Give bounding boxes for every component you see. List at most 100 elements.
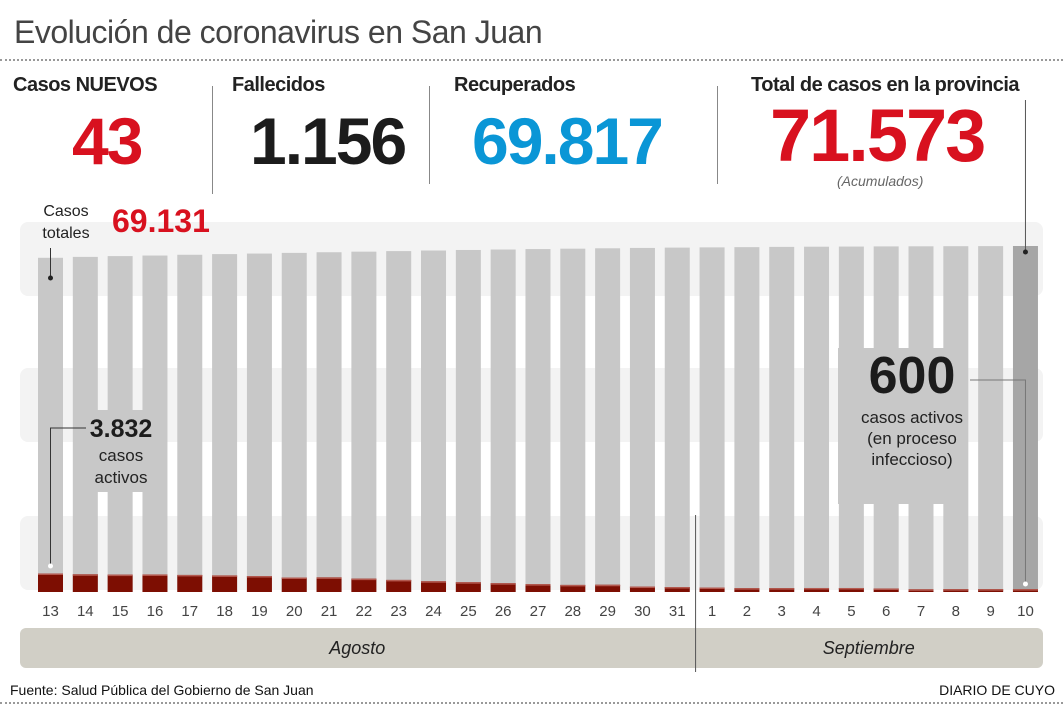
- active-bar-edge: [490, 583, 516, 585]
- total-bar: [455, 249, 481, 592]
- x-tick-label: 5: [847, 603, 855, 620]
- active-first-text: casos: [99, 446, 143, 465]
- active-bar: [246, 576, 272, 592]
- x-tick-label: 17: [181, 603, 198, 620]
- active-last-text: casos activos: [861, 408, 963, 427]
- active-bar-edge: [943, 589, 969, 591]
- total-bar: [525, 249, 551, 592]
- active-bar-edge: [386, 579, 412, 582]
- active-bar-edge: [525, 584, 551, 586]
- leader-dot: [1022, 249, 1028, 255]
- active-bar-edge: [699, 587, 725, 590]
- active-bar: [490, 583, 516, 592]
- deaths-value: 1.156: [250, 104, 407, 178]
- active-bar-edge: [455, 582, 481, 584]
- x-tick-label: 15: [112, 603, 129, 620]
- x-tick-label: 29: [599, 603, 616, 620]
- divider: [717, 86, 718, 184]
- total-note: (Acumulados): [837, 173, 924, 189]
- active-bar-edge: [838, 587, 864, 590]
- total-bar: [386, 251, 412, 592]
- brand-text: DIARIO DE CUYO: [939, 682, 1055, 698]
- active-bar-edge: [769, 588, 795, 590]
- total-bar: [281, 252, 307, 593]
- month-label: Septiembre: [823, 638, 915, 658]
- x-tick-label: 16: [147, 603, 164, 620]
- active-bar-edge: [560, 584, 586, 587]
- active-bar: [281, 577, 307, 592]
- active-bar-edge: [107, 574, 133, 577]
- x-tick-label: 20: [286, 603, 303, 620]
- x-tick-label: 13: [42, 603, 59, 620]
- new-cases-label: Casos NUEVOS: [13, 74, 158, 96]
- x-tick-label: 27: [530, 603, 547, 620]
- active-bar-edge: [351, 578, 377, 581]
- x-tick-label: 31: [669, 603, 686, 620]
- active-bar: [455, 582, 481, 592]
- active-bar-edge: [281, 577, 307, 579]
- active-last-text: infeccioso): [871, 450, 952, 469]
- total-bar: [351, 251, 377, 593]
- label-bg: [838, 348, 968, 504]
- total-bar: [177, 254, 203, 592]
- x-tick-label: 3: [778, 603, 786, 620]
- x-tick-label: 19: [251, 603, 268, 620]
- total-bar: [246, 253, 272, 592]
- active-bar: [107, 574, 133, 592]
- source-text: Fuente: Salud Pública del Gobierno de Sa…: [10, 682, 314, 698]
- active-bar: [421, 581, 447, 592]
- active-last-value: 600: [869, 347, 956, 405]
- total-bar: [664, 247, 690, 592]
- total-bar: [769, 246, 795, 593]
- x-tick-label: 10: [1017, 603, 1034, 620]
- total-bar: [804, 246, 830, 593]
- leader-dot: [48, 563, 53, 569]
- active-bar: [142, 574, 168, 592]
- active-bar: [734, 588, 760, 592]
- x-tick-label: 9: [986, 603, 994, 620]
- active-bar: [351, 578, 377, 592]
- active-bar-edge: [421, 581, 447, 583]
- active-bar-edge: [142, 574, 168, 576]
- divider: [212, 86, 213, 194]
- total-bar: [629, 247, 655, 593]
- total-bar: [316, 252, 342, 592]
- x-tick-label: 2: [743, 603, 751, 620]
- total-first-value: 69.131: [112, 203, 210, 239]
- x-tick-label: 4: [812, 603, 820, 620]
- label-bg: [78, 410, 162, 492]
- leader-dot: [48, 275, 53, 281]
- active-bar: [316, 577, 342, 592]
- x-tick-label: 21: [321, 603, 338, 620]
- active-bar: [595, 584, 621, 592]
- active-bar: [386, 579, 412, 592]
- new-cases-value: 43: [72, 104, 143, 178]
- active-bar-edge: [72, 574, 98, 576]
- active-bar-edge: [316, 577, 342, 579]
- x-tick-label: 24: [425, 603, 442, 620]
- x-tick-label: 7: [917, 603, 925, 620]
- active-last-text: (en proceso: [867, 429, 957, 448]
- x-tick-label: 26: [495, 603, 512, 620]
- divider: [0, 702, 1063, 704]
- active-bar-edge: [212, 575, 238, 577]
- total-value: 71.573: [770, 94, 986, 177]
- page-title: Evolución de coronavirus en San Juan: [14, 14, 543, 50]
- x-tick-label: 25: [460, 603, 477, 620]
- x-tick-label: 6: [882, 603, 890, 620]
- active-first-text: activos: [95, 468, 148, 487]
- active-bar-edge: [1012, 589, 1038, 591]
- active-bar: [525, 584, 551, 592]
- x-tick-label: 23: [390, 603, 407, 620]
- total-bar: [978, 246, 1004, 592]
- active-bar: [212, 575, 238, 592]
- active-bar-edge: [629, 586, 655, 589]
- active-first-value: 3.832: [90, 415, 153, 443]
- active-bar: [72, 574, 98, 592]
- active-bar-edge: [804, 587, 830, 590]
- x-tick-label: 28: [564, 603, 581, 620]
- x-tick-label: 8: [952, 603, 960, 620]
- total-bar: [699, 247, 725, 592]
